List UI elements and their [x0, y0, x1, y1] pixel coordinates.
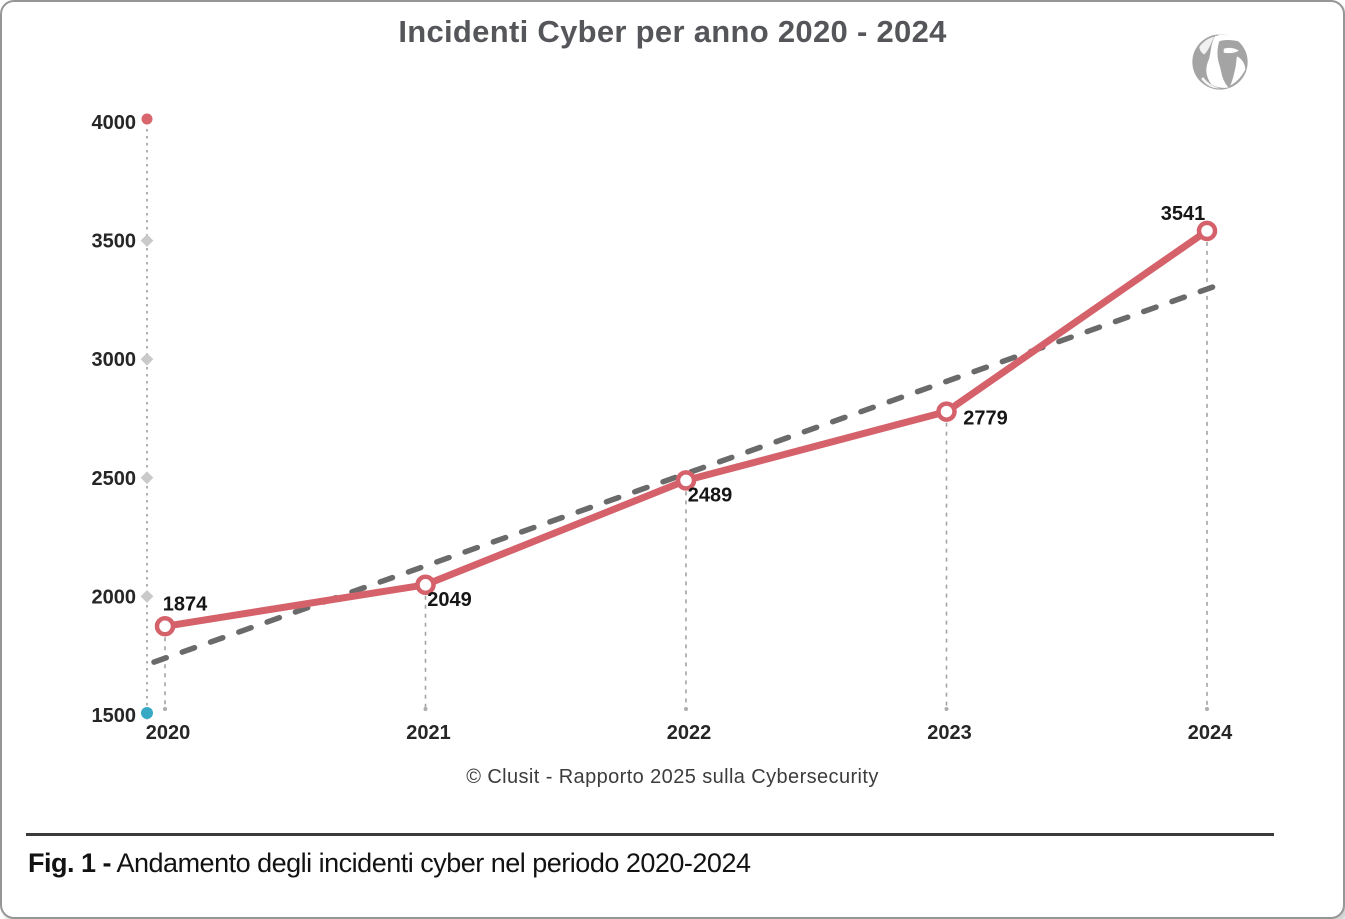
y-tick-label: 4000 [92, 112, 137, 134]
data-point [1196, 220, 1218, 242]
y-tick-diamond [140, 234, 154, 247]
data-point [675, 470, 697, 491]
y-tick-diamond [140, 590, 154, 603]
data-label: 2049 [427, 589, 472, 611]
figure-caption: Fig. 1 - Andamento degli incidenti cyber… [28, 848, 1303, 879]
x-tick-label: 2020 [146, 722, 191, 744]
data-label: 3541 [1161, 203, 1206, 225]
data-point [154, 616, 176, 637]
x-tick-label: 2023 [927, 722, 972, 744]
data-label: 2489 [688, 484, 733, 506]
y-tick-diamond [140, 352, 154, 366]
y-tick-label: 3000 [92, 349, 137, 371]
figure-caption-text: Andamento degli incidenti cyber nel peri… [111, 848, 751, 878]
data-point [936, 401, 957, 422]
data-label: 2779 [963, 408, 1008, 430]
x-tick-label: 2022 [667, 722, 712, 744]
caption-divider [26, 833, 1274, 836]
x-tick-label: 2024 [1188, 722, 1233, 744]
data-point [415, 574, 436, 596]
x-tick-label: 2021 [406, 722, 451, 744]
dropline-foot [163, 707, 167, 711]
y-axis-top-dot [141, 113, 153, 125]
y-tick-label: 1500 [92, 705, 137, 727]
globe-icon [1190, 32, 1250, 92]
dropline-foot [423, 707, 428, 711]
y-tick-label: 3500 [92, 231, 137, 253]
y-tick-diamond [140, 471, 154, 485]
dropline-foot [944, 707, 949, 711]
y-axis-bottom-dot [141, 707, 153, 719]
y-tick-label: 2500 [92, 468, 137, 490]
dropline-foot [1205, 707, 1209, 711]
source-credit: © Clusit - Rapporto 2025 sulla Cybersecu… [466, 766, 879, 788]
chart-title: Incidenti Cyber per anno 2020 - 2024 [398, 14, 947, 49]
dropline-foot [684, 707, 688, 711]
figure-caption-label: Fig. 1 - [28, 848, 112, 878]
data-label: 1874 [163, 593, 208, 615]
y-tick-label: 2000 [92, 586, 137, 608]
